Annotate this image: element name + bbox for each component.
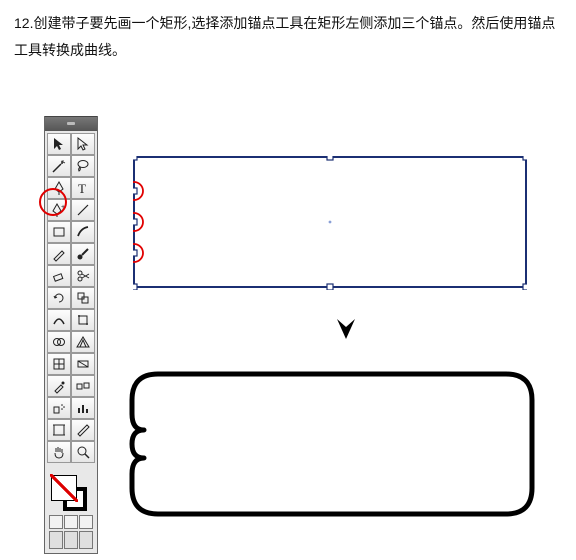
arrow-down-icon [333, 315, 359, 350]
symbolspray-tool[interactable] [47, 397, 71, 419]
scale-tool[interactable] [71, 287, 95, 309]
rect-tool[interactable] [47, 221, 71, 243]
blend-tool[interactable] [71, 375, 95, 397]
magic-wand-tool[interactable] [47, 155, 71, 177]
perspective-tool[interactable] [71, 331, 95, 353]
slice-tool[interactable] [71, 419, 95, 441]
toolbox-panel: T + [44, 116, 98, 554]
tool-grid: T + [45, 131, 97, 465]
fill-mode-row [45, 515, 97, 531]
rotate-tool[interactable] [47, 287, 71, 309]
mini-none[interactable] [79, 515, 93, 529]
fill-stroke-swatch[interactable] [49, 473, 93, 513]
rect-with-anchors [133, 156, 527, 290]
freetransform-tool[interactable] [71, 309, 95, 331]
add-anchor-tool[interactable]: + [47, 199, 71, 221]
result-ribbon-shape [129, 371, 535, 517]
lasso-tool[interactable] [71, 155, 95, 177]
gradient-tool[interactable] [71, 353, 95, 375]
screen-mode-row [45, 531, 97, 549]
mode-normal[interactable] [49, 531, 63, 549]
type-tool[interactable]: T [71, 177, 95, 199]
mesh-tool[interactable] [47, 353, 71, 375]
eraser-tool[interactable] [47, 265, 71, 287]
pencil-tool[interactable] [47, 243, 71, 265]
graph-tool[interactable] [71, 397, 95, 419]
shapebuilder-tool[interactable] [47, 331, 71, 353]
blob-tool[interactable] [71, 243, 95, 265]
direct-select-tool[interactable] [71, 133, 95, 155]
width-tool[interactable] [47, 309, 71, 331]
eyedropper-tool[interactable] [47, 375, 71, 397]
svg-text:+: + [61, 204, 65, 211]
zoom-tool[interactable] [71, 441, 95, 463]
selection-tool[interactable] [47, 133, 71, 155]
brush-tool[interactable] [71, 221, 95, 243]
artboard-tool[interactable] [47, 419, 71, 441]
instruction-text: 12.创建带子要先画一个矩形,选择添加锚点工具在矩形左侧添加三个锚点。然后使用锚… [0, 0, 576, 71]
svg-text:T: T [78, 181, 86, 196]
toolbox-header[interactable] [45, 116, 97, 131]
hand-tool[interactable] [47, 441, 71, 463]
mini-gradient[interactable] [64, 515, 78, 529]
mode-full[interactable] [64, 531, 78, 549]
pen-tool[interactable] [47, 177, 71, 199]
mini-color[interactable] [49, 515, 63, 529]
scissors-tool[interactable] [71, 265, 95, 287]
line-tool[interactable] [71, 199, 95, 221]
mode-present[interactable] [79, 531, 93, 549]
